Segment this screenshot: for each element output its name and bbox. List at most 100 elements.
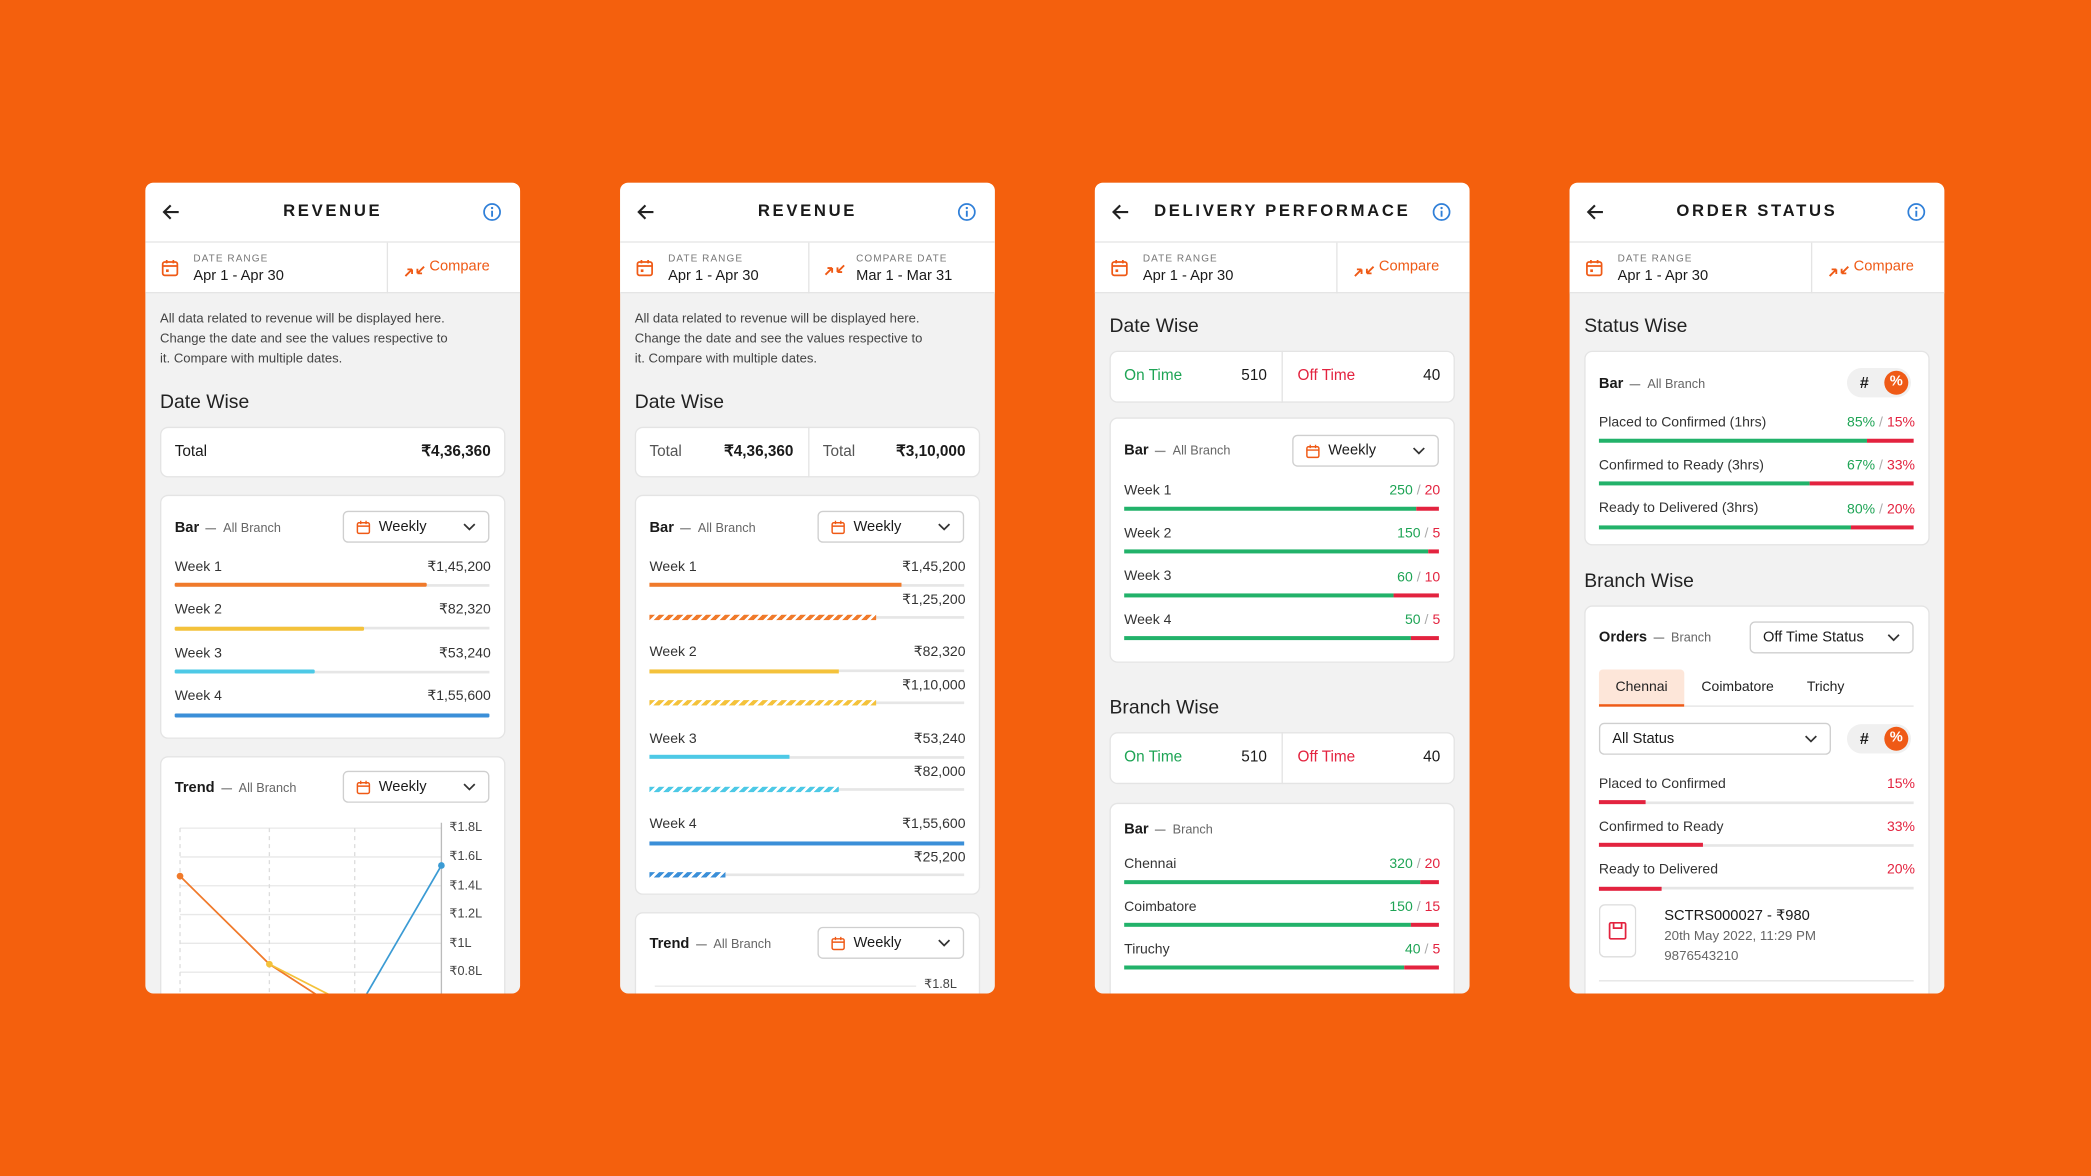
- ratio: 250/20: [1280, 481, 1440, 500]
- on-time-bar: [1124, 965, 1404, 970]
- trend-chart: [172, 809, 452, 994]
- info-button-glyph: [1907, 203, 1926, 221]
- phone-screen: DELIVERY PERFORMACE DATE RANGE Apr 1 - Apr…: [1094, 182, 1470, 994]
- row-label: Coimbatore: [1124, 898, 1197, 915]
- back-button[interactable]: [636, 203, 655, 222]
- screen-title: REVENUE: [757, 201, 858, 221]
- total-label: Total: [649, 443, 682, 460]
- info-button-glyph: [483, 203, 501, 221]
- row-label: Ready to Delivered: [1598, 861, 1719, 878]
- card-scope: Branch: [1172, 822, 1213, 837]
- on-time-bar: [1598, 524, 1851, 529]
- on-time-bar: [1598, 438, 1867, 443]
- header-bar: [1094, 182, 1470, 243]
- bar-track: [1598, 800, 1914, 804]
- compare-icon[interactable]: [404, 260, 425, 277]
- ratio: 67%/33%: [1755, 456, 1915, 475]
- axis-label: ₹1.4L: [449, 878, 483, 893]
- bar-track: [649, 755, 965, 759]
- phone-screen: REVENUE DATE RANGE Apr 1 - Apr 30 Compare Al…: [145, 182, 521, 994]
- calendar-glyph: [831, 520, 845, 534]
- ratio: 40/5: [1280, 940, 1440, 959]
- compare-icon[interactable]: [824, 259, 845, 276]
- screen-title: DELIVERY PERFORMACE: [1154, 201, 1411, 221]
- info-button[interactable]: [957, 203, 976, 222]
- dropdown-value: Weekly: [378, 778, 427, 795]
- tab[interactable]: Trichy: [1806, 678, 1845, 695]
- ratio: 80%/20%: [1755, 500, 1915, 519]
- order-icon[interactable]: [1598, 904, 1637, 958]
- compare-button[interactable]: Compare: [1378, 259, 1440, 276]
- tab[interactable]: Coimbatore: [1701, 678, 1774, 695]
- total-label: Total: [822, 443, 856, 460]
- back-button-glyph: [637, 204, 654, 220]
- date-divider: [1810, 242, 1813, 294]
- ratio-separator: /: [1879, 457, 1883, 474]
- back-button[interactable]: [1111, 203, 1130, 222]
- chevron-glyph: [463, 523, 476, 531]
- card: [634, 494, 981, 895]
- header-bar: [145, 182, 521, 243]
- on-time-value: 320: [1389, 856, 1413, 873]
- bar: [649, 582, 902, 587]
- dropdown[interactable]: Off Time Status: [1749, 621, 1914, 654]
- calendar-icon[interactable]: [636, 259, 653, 278]
- dropdown[interactable]: Weekly: [342, 510, 490, 543]
- row-label: Week 1: [649, 558, 697, 575]
- dropdown[interactable]: Weekly: [817, 926, 965, 959]
- card-title: Bar: [1598, 376, 1624, 393]
- compare-button[interactable]: Compare: [429, 259, 490, 276]
- info-button[interactable]: [1907, 203, 1926, 222]
- dropdown[interactable]: Weekly: [817, 510, 965, 543]
- info-button[interactable]: [483, 203, 502, 222]
- bar-track: [174, 670, 490, 673]
- tab-active: [1598, 669, 1685, 707]
- on-time-bar: [1124, 922, 1411, 927]
- toggle-percent: %: [1889, 729, 1903, 746]
- dropdown-chevron: [1887, 633, 1900, 642]
- chevron-glyph: [463, 783, 476, 791]
- back-button[interactable]: [161, 203, 180, 222]
- dropdown-value: Weekly: [378, 518, 427, 535]
- compare-button[interactable]: Compare: [1853, 259, 1914, 276]
- back-button[interactable]: [1586, 203, 1605, 222]
- ratio-separator: /: [1416, 898, 1421, 915]
- ratio: 50/5: [1280, 611, 1440, 630]
- dropdown-value: Off Time Status: [1762, 629, 1864, 646]
- card-scope: All Branch: [1647, 376, 1706, 392]
- calendar-icon[interactable]: [161, 259, 179, 278]
- tab-line: [1598, 705, 1914, 707]
- compare-icon[interactable]: [1828, 260, 1849, 277]
- compare-icon[interactable]: [1354, 260, 1375, 277]
- tab[interactable]: Chennai: [1615, 678, 1668, 695]
- order-phone: 9876543210: [1664, 949, 1739, 965]
- card-scope: All Branch: [1172, 443, 1231, 459]
- calendar-icon[interactable]: [1586, 259, 1603, 278]
- dropdown-value: Weekly: [1328, 442, 1377, 459]
- off-time-value: 33%: [1886, 457, 1915, 474]
- compare-bar: [649, 614, 877, 620]
- off-time-bar: [1598, 843, 1703, 848]
- row-value: 33%: [1886, 818, 1915, 835]
- bar-track: [649, 873, 965, 877]
- on-time-bar: [1124, 592, 1394, 597]
- on-time-value: 85%: [1847, 414, 1876, 431]
- back-button-glyph: [162, 204, 179, 220]
- dropdown[interactable]: All Status: [1598, 722, 1831, 755]
- calendar-icon[interactable]: [1111, 259, 1128, 278]
- card-divider: [1281, 350, 1283, 403]
- dropdown[interactable]: Weekly: [342, 770, 490, 803]
- phone-screen: ORDER STATUS DATE RANGE Apr 1 - Apr 30 Comp…: [1569, 182, 1945, 994]
- dropdown-chevron: [937, 523, 951, 531]
- off-time-value: 20%: [1886, 500, 1915, 517]
- info-button[interactable]: [1432, 203, 1451, 222]
- dropdown-chevron: [1804, 735, 1817, 743]
- bar: [649, 668, 839, 673]
- off-time-bar: [1410, 635, 1439, 640]
- bar-track: [1598, 843, 1914, 847]
- dropdown-value: Weekly: [853, 934, 902, 951]
- dropdown[interactable]: Weekly: [1292, 434, 1439, 467]
- description-line: Change the date and see the values respe…: [634, 332, 923, 347]
- dropdown-icon: [1306, 443, 1321, 458]
